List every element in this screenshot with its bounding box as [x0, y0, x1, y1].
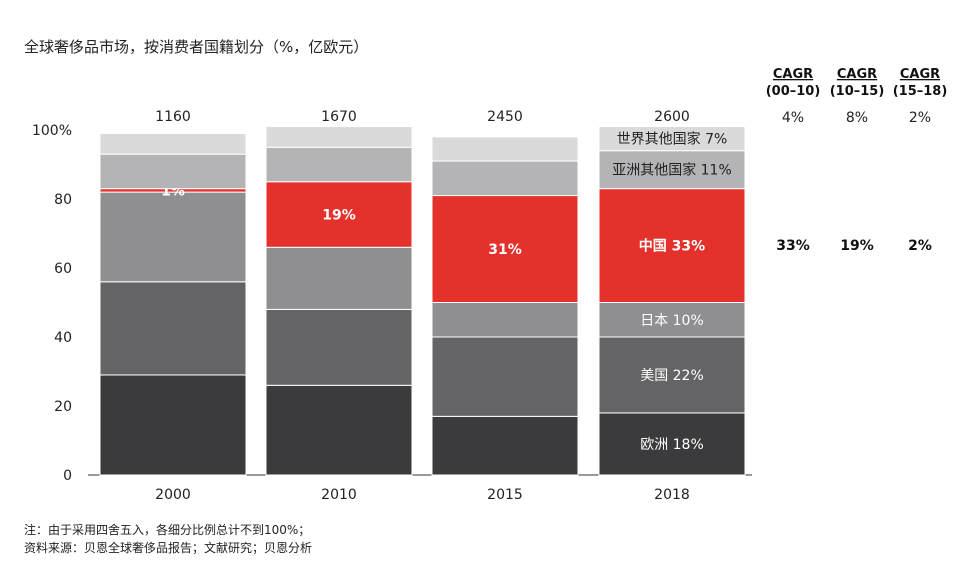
segment-label: 亚洲其他国家 11%	[612, 162, 732, 179]
bar-segment	[99, 153, 247, 190]
bar-total: 1670	[321, 109, 357, 125]
bar-total: 2600	[654, 109, 690, 125]
y-tick-label: 60	[54, 261, 72, 277]
bar-segment	[99, 374, 247, 476]
cagr-period: (00–10)	[766, 84, 821, 99]
bar-segment	[99, 281, 247, 376]
cagr-china: 33%	[776, 238, 810, 254]
bar-totals: 1160 1670 2450 2600	[155, 109, 690, 125]
bar-total: 2450	[487, 109, 523, 125]
segment-label: 日本 10%	[640, 313, 704, 329]
bar-segment	[265, 181, 413, 248]
segment-label: 世界其他国家 7%	[617, 131, 728, 148]
segment-label: 中国 33%	[639, 238, 705, 255]
bar-segment	[265, 246, 413, 310]
bar-stack: 欧洲 18% 美国 22% 日本 10% 中国 33% 亚洲其他国家 11% 世界其他国家…	[598, 126, 746, 476]
bar-segment	[431, 415, 579, 476]
x-tick-label: 2015	[487, 487, 523, 503]
x-tick-label: 2010	[321, 487, 357, 503]
bar-segment	[598, 150, 746, 190]
bar-segment	[598, 126, 746, 152]
bar-segment	[265, 384, 413, 476]
x-tick-label: 2000	[155, 487, 191, 503]
cagr-period: (10–15)	[830, 84, 885, 99]
cagr-china: 19%	[840, 238, 874, 254]
y-tick-label: 100%	[32, 123, 72, 139]
cagr-rest-of-world: 2%	[909, 110, 931, 126]
segment-label: 欧洲 18%	[640, 437, 704, 453]
cagr-header: CAGR	[900, 67, 940, 82]
cagr-period: (15–18)	[893, 84, 948, 99]
bar-stack: 19%	[265, 126, 413, 476]
segment-label: 31%	[488, 242, 522, 258]
bar-total: 1160	[155, 109, 191, 125]
y-tick-label: 40	[54, 330, 72, 346]
segment-label: 19%	[322, 208, 356, 224]
bar-segment	[99, 191, 247, 283]
y-tick-label: 80	[54, 192, 72, 208]
cagr-rest-of-world: 4%	[782, 110, 804, 126]
bar-stack: 31%	[431, 136, 579, 476]
bar-segment	[431, 302, 579, 338]
x-tick-label: 2018	[654, 487, 690, 503]
y-tick-label: 20	[54, 399, 72, 415]
cagr-values: 4% 8% 2% 33% 19% 2%	[776, 110, 932, 254]
bar-segment	[598, 336, 746, 414]
bar-segment	[431, 160, 579, 197]
bar-segment	[265, 146, 413, 183]
bar-segment	[431, 136, 579, 162]
x-axis: 2000 2010 2015 2018	[155, 487, 690, 503]
cagr-header: CAGR	[773, 67, 813, 82]
bar-segment	[598, 188, 746, 303]
footnote: 注：由于采用四舍五入，各细分比例总计不到100%；	[24, 522, 310, 537]
bar-segment	[598, 302, 746, 338]
y-tick-label: 0	[63, 468, 72, 484]
segment-label: 美国 22%	[640, 368, 704, 384]
bars: 1% 19% 31% 欧洲 18% 美国 22% 日本 10% 中国 33% 亚洲其他国家 1…	[99, 126, 746, 476]
cagr-rest-of-world: 8%	[846, 110, 868, 126]
bar-segment	[99, 132, 247, 155]
cagr-header: CAGR	[837, 67, 877, 82]
source-note: 资料来源：贝恩全球奢侈品报告；文献研究；贝恩分析	[24, 540, 312, 555]
bar-segment	[265, 126, 413, 148]
bar-segment	[431, 336, 579, 417]
cagr-headers: CAGR (00–10) CAGR (10–15) CAGR (15–18)	[766, 67, 948, 99]
bar-segment	[431, 195, 579, 303]
chart-title: 全球奢侈品市场，按消费者国籍划分（%，亿欧元）	[24, 38, 368, 56]
bar-segment	[598, 412, 746, 476]
bar-segment	[265, 308, 413, 386]
cagr-china: 2%	[908, 238, 932, 254]
bar-stack: 1%	[99, 132, 247, 476]
